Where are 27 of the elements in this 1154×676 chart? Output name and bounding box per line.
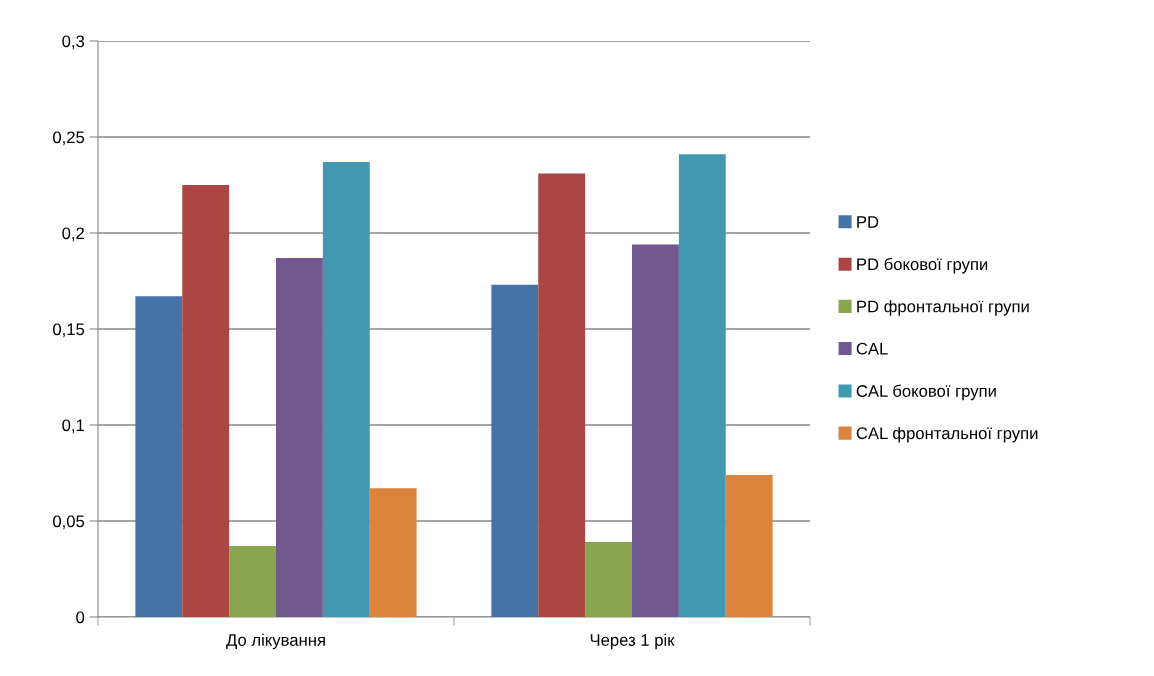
y-tick-label: 0,15	[53, 323, 85, 338]
legend-label: CAL	[856, 342, 888, 355]
x-tick-label: Через 1 рік	[590, 633, 675, 650]
bar	[135, 296, 183, 617]
legend-label: PD фронтальної групи	[857, 300, 1029, 316]
bar	[585, 542, 632, 617]
bar	[491, 284, 539, 617]
y-tick-label: 0,3	[62, 35, 85, 50]
legend-label: CAL фронтальної групи	[856, 426, 1038, 443]
y-tick-label: 0,1	[62, 419, 84, 434]
bar	[632, 244, 679, 617]
bar	[369, 488, 417, 617]
bar	[182, 185, 230, 617]
bar	[678, 154, 726, 617]
y-tick-label: 0	[76, 611, 85, 624]
legend-label: CAL бокової групи	[856, 384, 996, 401]
legend-label: PD	[857, 216, 879, 228]
bar	[725, 474, 773, 617]
y-tick-label: 0,05	[53, 515, 85, 530]
x-tick-label: До лікування	[226, 633, 325, 650]
legend-label: PD бокової групи	[857, 257, 988, 274]
y-tick-label: 0,25	[53, 131, 85, 146]
bar	[322, 161, 370, 617]
bar	[276, 257, 323, 617]
bar	[229, 545, 276, 617]
y-tick-label: 0,2	[62, 227, 84, 242]
bar	[538, 173, 586, 617]
